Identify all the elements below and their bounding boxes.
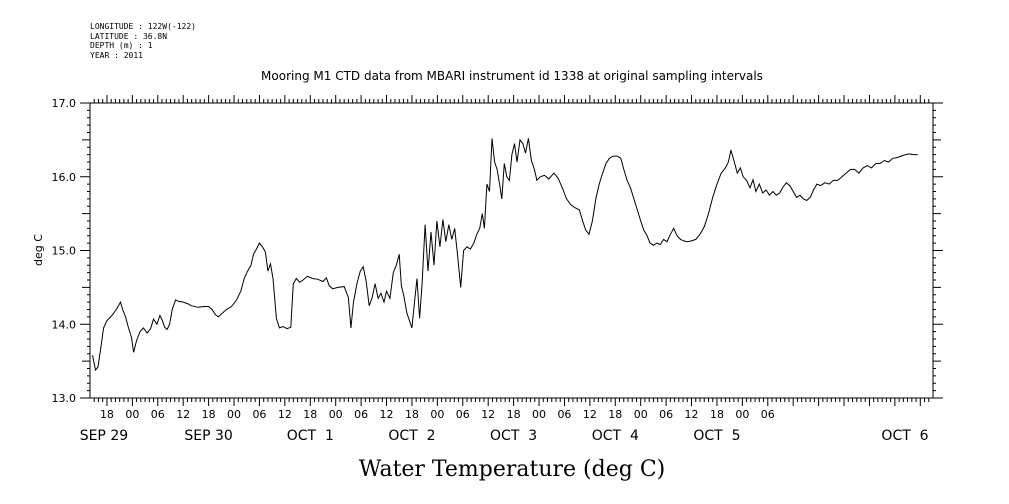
x-tick-label: 18 — [507, 408, 521, 421]
x-tick-label: 06 — [557, 408, 571, 421]
x-tick-label: 18 — [100, 408, 114, 421]
x-tick-label: 12 — [380, 408, 394, 421]
x-date-label: OCT 3 — [490, 428, 537, 444]
x-tick-label: 18 — [303, 408, 317, 421]
x-tick-label: 00 — [532, 408, 546, 421]
x-tick-label: 12 — [278, 408, 292, 421]
y-tick-label: 16.0 — [52, 171, 77, 184]
y-axis-label: deg C — [32, 234, 45, 266]
metadata-depth: DEPTH (m) : 1 — [90, 41, 153, 50]
x-tick-label: 00 — [329, 408, 343, 421]
chart-title: Mooring M1 CTD data from MBARI instrumen… — [261, 69, 763, 83]
x-date-label: OCT 6 — [881, 428, 928, 444]
x-tick-label: 12 — [176, 408, 190, 421]
x-tick-label: 06 — [354, 408, 368, 421]
x-date-label: OCT 1 — [287, 428, 334, 444]
x-tick-label: 00 — [735, 408, 749, 421]
x-tick-label: 00 — [125, 408, 139, 421]
y-tick-label: 17.0 — [52, 97, 77, 110]
x-axis: 18 00 06 12 18 00 06 12 18 00 06 12 18 00 06 12 18 00 06 12… — [80, 95, 930, 444]
x-date-label: OCT 4 — [592, 428, 639, 444]
metadata-longitude: LONGITUDE : 122W(-122) — [90, 22, 196, 31]
x-date-label: OCT 2 — [388, 428, 435, 444]
y-tick-label: 13.0 — [52, 392, 77, 405]
x-tick-label: 06 — [659, 408, 673, 421]
x-tick-label: 18 — [202, 408, 216, 421]
y-tick-label: 14.0 — [52, 318, 77, 331]
plot-frame — [89, 102, 934, 399]
x-tick-label: 18 — [710, 408, 724, 421]
y-tick-label: 15.0 — [52, 245, 77, 258]
x-tick-label: 06 — [456, 408, 470, 421]
metadata-latitude: LATITUDE : 36.8N — [90, 31, 168, 41]
x-date-label: SEP 30 — [184, 428, 232, 444]
x-tick-label: 06 — [761, 408, 775, 421]
x-tick-label: 00 — [634, 408, 648, 421]
temperature-series-line — [92, 138, 918, 372]
x-date-label: OCT 5 — [693, 428, 740, 444]
x-tick-label: 12 — [583, 408, 597, 421]
x-tick-label: 12 — [685, 408, 699, 421]
x-tick-label: 06 — [252, 408, 266, 421]
x-tick-label: 06 — [151, 408, 165, 421]
metadata-block: LONGITUDE : 122W(-122) LATITUDE : 36.8N … — [90, 22, 196, 60]
y-axis: 13.0 14.0 15.0 16.0 17.0 — [52, 97, 943, 405]
x-tick-label: 00 — [227, 408, 241, 421]
x-tick-label: 00 — [430, 408, 444, 421]
x-axis-label: Water Temperature (deg C) — [359, 457, 666, 482]
x-tick-label: 18 — [608, 408, 622, 421]
x-date-label: SEP 29 — [80, 428, 128, 444]
x-tick-label: 12 — [481, 408, 495, 421]
x-tick-label: 18 — [405, 408, 419, 421]
metadata-year: YEAR : 2011 — [90, 50, 143, 60]
